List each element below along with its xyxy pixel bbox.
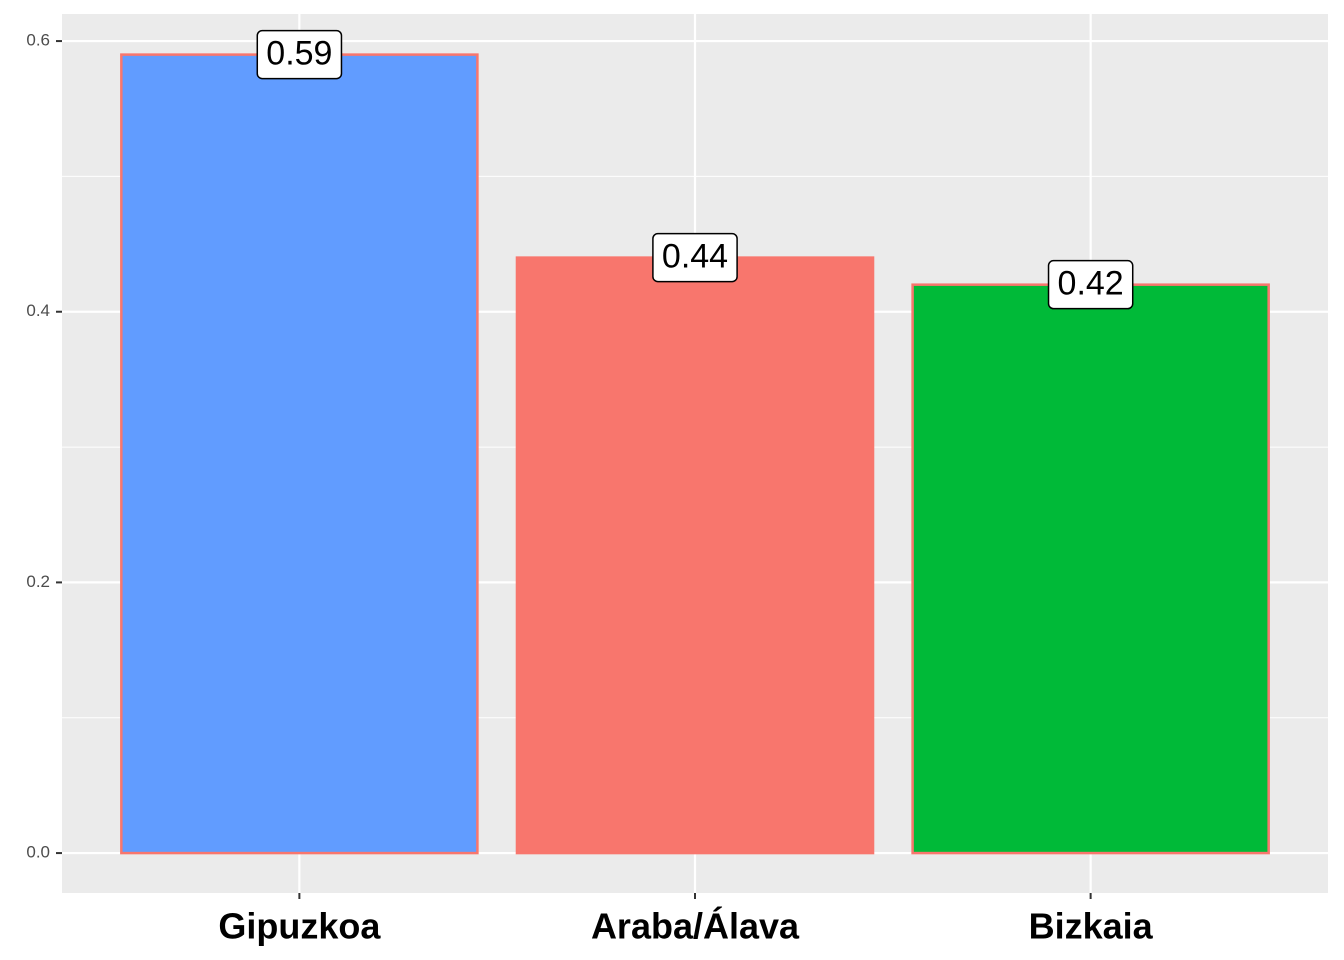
y-tick-label: 0.6 bbox=[26, 31, 50, 50]
value-label: 0.59 bbox=[266, 35, 332, 73]
y-tick-label: 0.2 bbox=[26, 572, 50, 591]
value-label-box bbox=[652, 232, 738, 283]
value-label: 0.42 bbox=[1058, 265, 1124, 303]
bar bbox=[911, 283, 1270, 855]
y-tick-label: 0.0 bbox=[26, 843, 50, 862]
x-tick-label: Gipuzkoa bbox=[218, 906, 381, 947]
value-label-box bbox=[1047, 259, 1134, 310]
bar bbox=[120, 53, 479, 855]
bar bbox=[515, 256, 875, 855]
y-tick-label: 0.4 bbox=[26, 301, 50, 320]
value-label: 0.44 bbox=[662, 238, 728, 276]
x-tick-label: Araba/Álava bbox=[591, 906, 800, 947]
x-tick-label: Bizkaia bbox=[1029, 906, 1154, 947]
value-label-box bbox=[256, 29, 343, 80]
